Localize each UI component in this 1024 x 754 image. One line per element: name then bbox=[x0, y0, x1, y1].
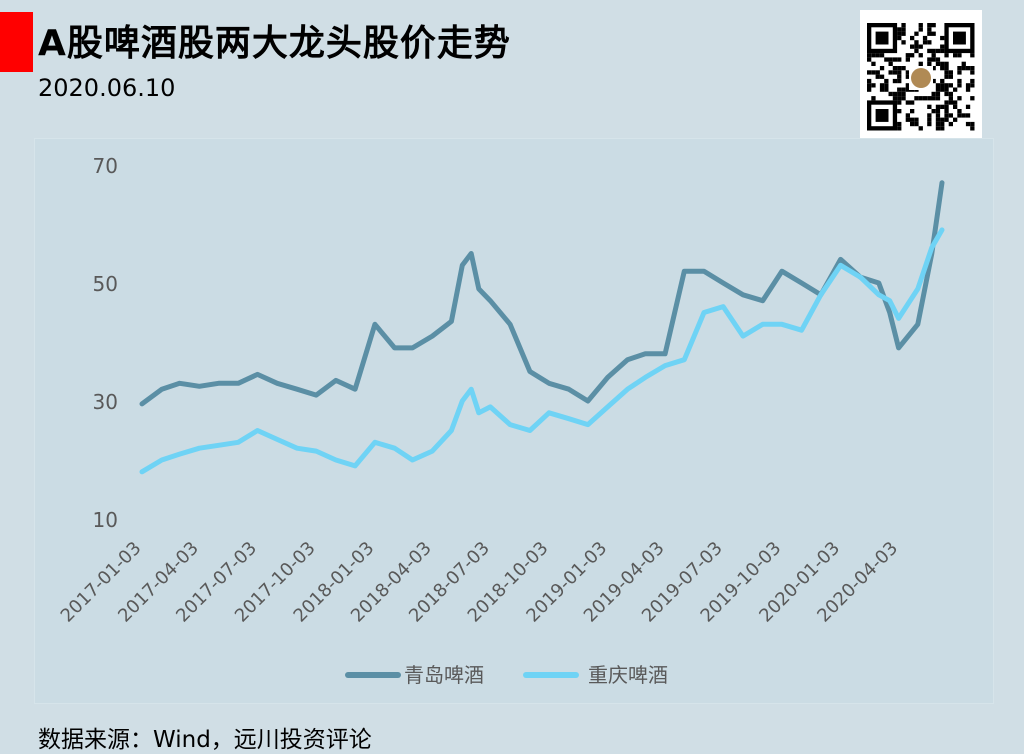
chart-panel bbox=[34, 138, 994, 704]
qr-code-icon bbox=[860, 10, 982, 144]
date-label: 2020.06.10 bbox=[38, 74, 176, 102]
page-title: A股啤酒股两大龙头股价走势 bbox=[38, 23, 511, 64]
source-note: 数据来源：Wind，远川投资评论 bbox=[38, 727, 372, 753]
title-accent-bar bbox=[0, 12, 33, 72]
